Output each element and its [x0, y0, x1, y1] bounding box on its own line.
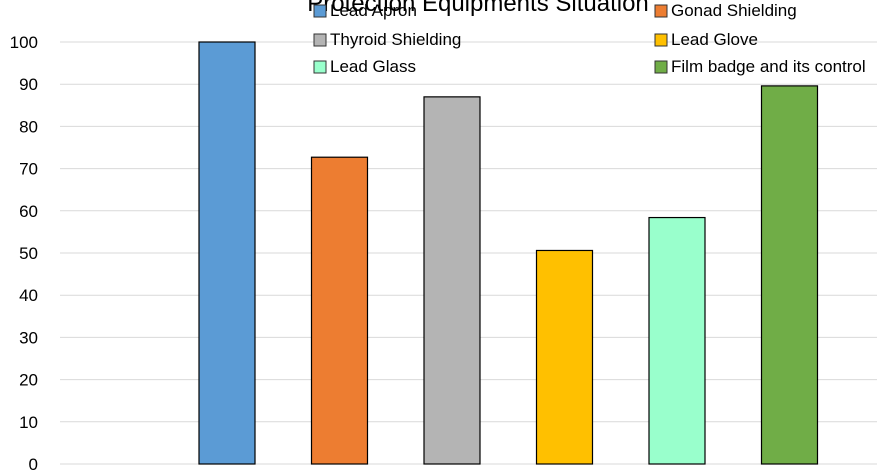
- bar-lead-glove: [535, 249, 594, 465]
- legend-item-gonad-shielding: Gonad Shielding: [654, 1, 797, 20]
- legend-label: Gonad Shielding: [671, 1, 797, 20]
- y-tick-label: 100: [10, 33, 38, 52]
- bar-gonad-shielding: [310, 156, 369, 465]
- y-tick-label: 40: [19, 286, 38, 305]
- y-tick-label: 30: [19, 328, 38, 347]
- legend-swatch: [313, 4, 327, 18]
- y-tick-label: 90: [19, 75, 38, 94]
- legend-item-lead-apron: Lead Apron: [313, 1, 417, 20]
- chart-title: Protection Equipments Situation: [307, 0, 649, 17]
- y-tick-label: 10: [19, 413, 38, 432]
- y-tick-label: 0: [29, 455, 38, 471]
- y-tick-label: 50: [19, 244, 38, 263]
- legend-swatch: [313, 33, 327, 47]
- legend-label: Lead Glove: [671, 30, 758, 49]
- legend-label: Lead Glass: [330, 57, 416, 76]
- y-axis: 0 10 20 30 40 50 60 70 80 90 100: [10, 33, 38, 471]
- y-tick-label: 80: [19, 117, 38, 136]
- legend-label: Thyroid Shielding: [330, 30, 461, 49]
- bar-lead-apron: [198, 41, 256, 465]
- y-tick-label: 70: [19, 160, 38, 179]
- bars: [198, 41, 819, 465]
- legend-swatch: [654, 4, 668, 18]
- legend-swatch: [313, 60, 327, 74]
- legend-label: Film badge and its control: [671, 57, 866, 76]
- legend-item-lead-glove: Lead Glove: [654, 30, 758, 49]
- y-tick-label: 60: [19, 202, 38, 221]
- legend-item-thyroid-shielding: Thyroid Shielding: [313, 30, 461, 49]
- legend-item-lead-glass: Lead Glass: [313, 57, 416, 76]
- legend-item-film-badge-and-its-control: Film badge and its control: [654, 57, 866, 76]
- legend-swatch: [654, 60, 668, 74]
- bar-thyroid-shielding: [423, 96, 481, 465]
- legend-label: Lead Apron: [330, 1, 417, 20]
- legend-swatch: [654, 33, 668, 47]
- bar-lead-glass: [648, 216, 706, 465]
- y-tick-label: 20: [19, 371, 38, 390]
- bar-film-badge-and-its-control: [760, 85, 819, 465]
- legend: Lead Apron Gonad Shielding Thyroid Shieldi…: [313, 1, 866, 76]
